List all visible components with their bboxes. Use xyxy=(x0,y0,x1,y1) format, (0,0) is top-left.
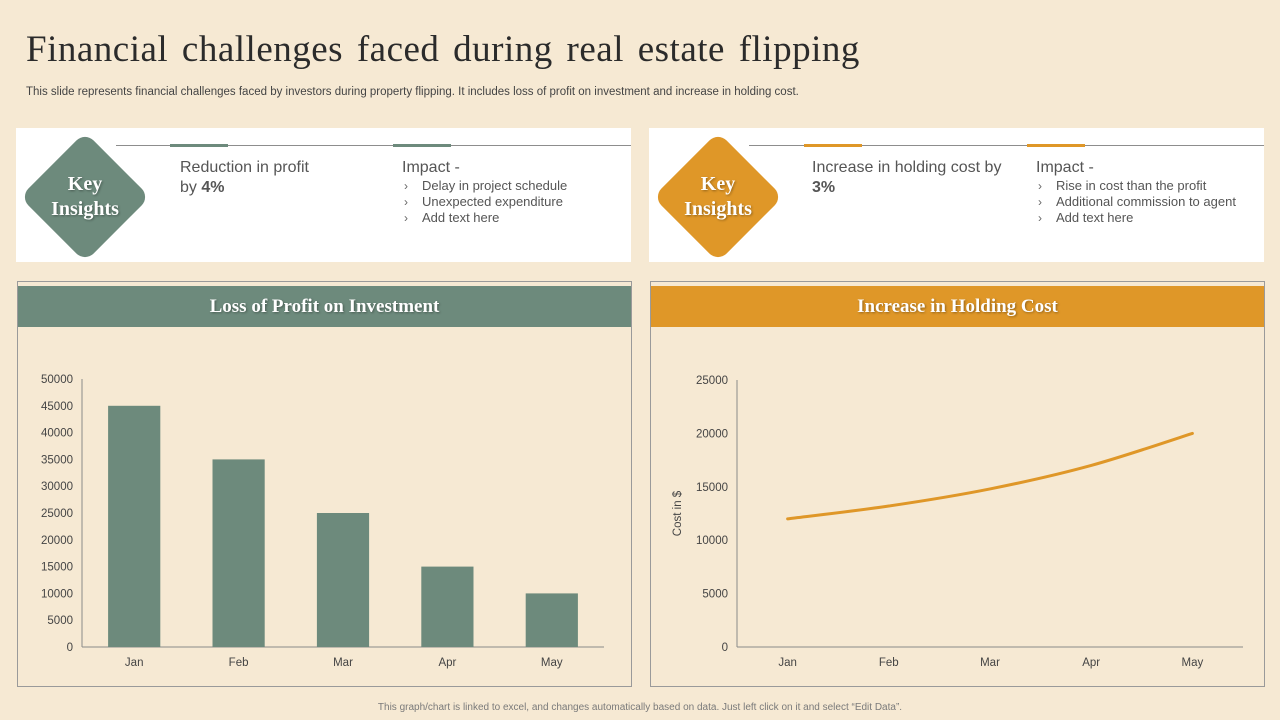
y-tick-label: 50000 xyxy=(41,374,73,386)
y-tick-label: 35000 xyxy=(41,454,73,466)
accent-bar xyxy=(170,144,228,147)
chevron-right-icon: › xyxy=(404,195,408,209)
divider xyxy=(749,145,1264,146)
y-tick-label: 30000 xyxy=(41,481,73,493)
badge-label-line2: Insights xyxy=(51,198,119,220)
accent-bar xyxy=(393,144,451,147)
badge-label-line1: Key xyxy=(67,173,103,195)
badge-label-line2: Insights xyxy=(684,198,752,220)
x-tick-label: Feb xyxy=(879,657,899,669)
footer-note: This graph/chart is linked to excel, and… xyxy=(377,702,903,713)
impact-item: › Add text here xyxy=(404,210,500,225)
y-tick-label: 15000 xyxy=(41,562,73,574)
bar-chart: 0 5000 10000 15000 20000 25000 30000 35000 40000… xyxy=(41,374,604,669)
divider xyxy=(116,145,631,146)
badge-label-line1: Key xyxy=(700,173,736,195)
y-tick-label: 25000 xyxy=(41,508,73,520)
impact-list: › Rise in cost than the profit › Additiona… xyxy=(1036,178,1236,226)
impact-title: Impact - xyxy=(1036,159,1094,176)
accent-bar xyxy=(804,144,862,147)
key-insights-badge: Key Insights xyxy=(652,131,784,263)
stat-text: Reduction in profit by 4% xyxy=(180,158,330,198)
chevron-right-icon: › xyxy=(404,211,408,225)
chevron-right-icon: › xyxy=(1038,195,1042,209)
impact-item: › Add text here xyxy=(1038,210,1134,225)
page-title: Financial challenges faced during real e… xyxy=(26,29,860,70)
impact-item: › Unexpected expenditure xyxy=(404,194,563,209)
x-tick-label: May xyxy=(1182,657,1204,669)
chart-panel-loss-of-profit: Loss of Profit on Investment 0 5000 10000 1… xyxy=(17,281,632,687)
x-tick-label: Jan xyxy=(125,657,144,669)
stat-text: Increase in holding cost by 3% xyxy=(812,158,1002,198)
y-axis-title: Cost in $ xyxy=(672,490,684,536)
x-tick-label: Apr xyxy=(1082,657,1100,669)
x-tick-label: Mar xyxy=(980,657,1000,669)
y-tick-label: 25000 xyxy=(696,375,728,387)
bar-may xyxy=(525,593,578,647)
page-subtitle: This slide represents financial challeng… xyxy=(26,86,799,98)
y-tick-label: 20000 xyxy=(41,535,73,547)
y-tick-label: 10000 xyxy=(696,535,728,547)
impact-list: › Delay in project schedule › Unexpected e… xyxy=(402,178,567,226)
bar-feb xyxy=(212,459,265,647)
key-insights-badge: Key Insights xyxy=(19,131,151,263)
bar-jan xyxy=(108,405,161,647)
y-tick-label: 40000 xyxy=(41,428,73,440)
y-tick-label: 15000 xyxy=(696,482,728,494)
chevron-right-icon: › xyxy=(1038,179,1042,193)
x-tick-label: Jan xyxy=(778,657,797,669)
x-tick-label: Apr xyxy=(438,657,456,669)
stat-value: 4% xyxy=(201,179,225,196)
series-line-holding-cost xyxy=(786,431,1194,521)
impact-item: › Delay in project schedule xyxy=(404,178,568,193)
y-tick-label: 0 xyxy=(67,642,73,654)
x-tick-label: Mar xyxy=(333,657,353,669)
accent-bar xyxy=(1027,144,1085,147)
impact-title: Impact - xyxy=(402,159,460,176)
y-tick-label: 0 xyxy=(722,642,728,654)
y-tick-label: 20000 xyxy=(696,428,728,440)
chevron-right-icon: › xyxy=(1038,211,1042,225)
insight-card-profit: Key Insights Reduction in profit by 4% I… xyxy=(16,128,631,263)
insight-card-holding-cost: Key Insights Increase in holding cost by… xyxy=(649,128,1264,263)
y-tick-label: 5000 xyxy=(47,615,73,627)
y-tick-label: 10000 xyxy=(41,588,73,600)
y-tick-label: 5000 xyxy=(702,589,728,601)
impact-block: Impact - › Delay in project schedule › Une… xyxy=(402,158,567,226)
stat-value: 3% xyxy=(812,179,836,196)
impact-item: › Rise in cost than the profit xyxy=(1038,178,1207,193)
stat-label: Increase in holding cost by xyxy=(812,159,1002,176)
bar-apr xyxy=(421,566,474,647)
chevron-right-icon: › xyxy=(404,179,408,193)
impact-item: › Additional commission to agent xyxy=(1038,194,1236,209)
bar-mar xyxy=(316,513,370,647)
chart-title: Loss of Profit on Investment xyxy=(18,286,631,327)
chart-panel-holding-cost: Increase in Holding Cost 0 5000 10000 15000… xyxy=(650,281,1265,687)
chart-title: Increase in Holding Cost xyxy=(651,286,1264,327)
stat-label: Reduction in profit by xyxy=(180,159,309,196)
x-tick-label: May xyxy=(541,657,563,669)
x-tick-label: Feb xyxy=(229,657,249,669)
line-chart: 0 5000 10000 15000 20000 25000 Jan Feb Mar Apr May… xyxy=(672,375,1243,669)
impact-block: Impact - › Rise in cost than the profit ›… xyxy=(1036,158,1236,226)
y-tick-label: 45000 xyxy=(41,401,73,413)
